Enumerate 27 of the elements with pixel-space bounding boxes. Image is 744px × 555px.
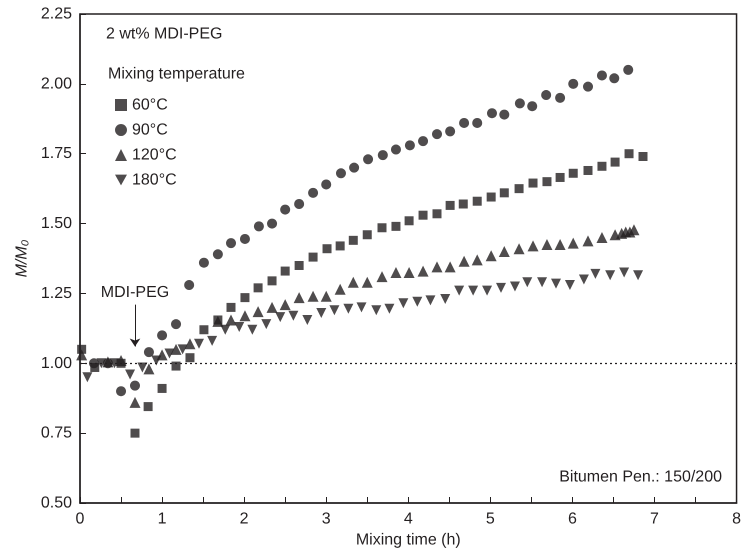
x-axis-title: Mixing time (h) — [356, 531, 461, 548]
x-tick-label: 7 — [650, 510, 660, 528]
y-tick-label: 1.00 — [40, 354, 72, 372]
legend-label: 180°C — [132, 172, 177, 188]
y-tick-label: 0.50 — [40, 494, 72, 512]
x-tick-label: 0 — [76, 510, 85, 528]
x-tick-label: 8 — [732, 510, 742, 528]
y-tick-label: 2.25 — [40, 6, 72, 22]
annotation: Bitumen Pen.: 150/200 — [559, 468, 722, 486]
annotation: 2 wt% MDI-PEG — [106, 26, 222, 42]
legend-label: 120°C — [132, 146, 177, 164]
x-tick-label: 3 — [322, 510, 331, 528]
x-tick-label: 2 — [240, 510, 249, 528]
annotation: MDI-PEG — [100, 284, 170, 302]
x-tick-label: 4 — [404, 510, 413, 528]
legend-label: 60°C — [132, 96, 168, 114]
y-tick-label: 0.75 — [40, 424, 72, 442]
y-tick-label: 1.50 — [40, 215, 72, 232]
y-axis-title: M/M₀ — [13, 239, 30, 278]
legend-label: 90°C — [132, 122, 168, 138]
y-tick-label: 2.00 — [40, 75, 72, 92]
legend-title: Mixing temperature — [108, 66, 246, 82]
y-tick-label: 1.75 — [40, 145, 72, 162]
y-tick-label: 1.25 — [40, 284, 72, 302]
x-tick-label: 6 — [568, 510, 577, 528]
x-tick-label: 5 — [486, 510, 495, 528]
x-tick-label: 1 — [158, 510, 167, 528]
